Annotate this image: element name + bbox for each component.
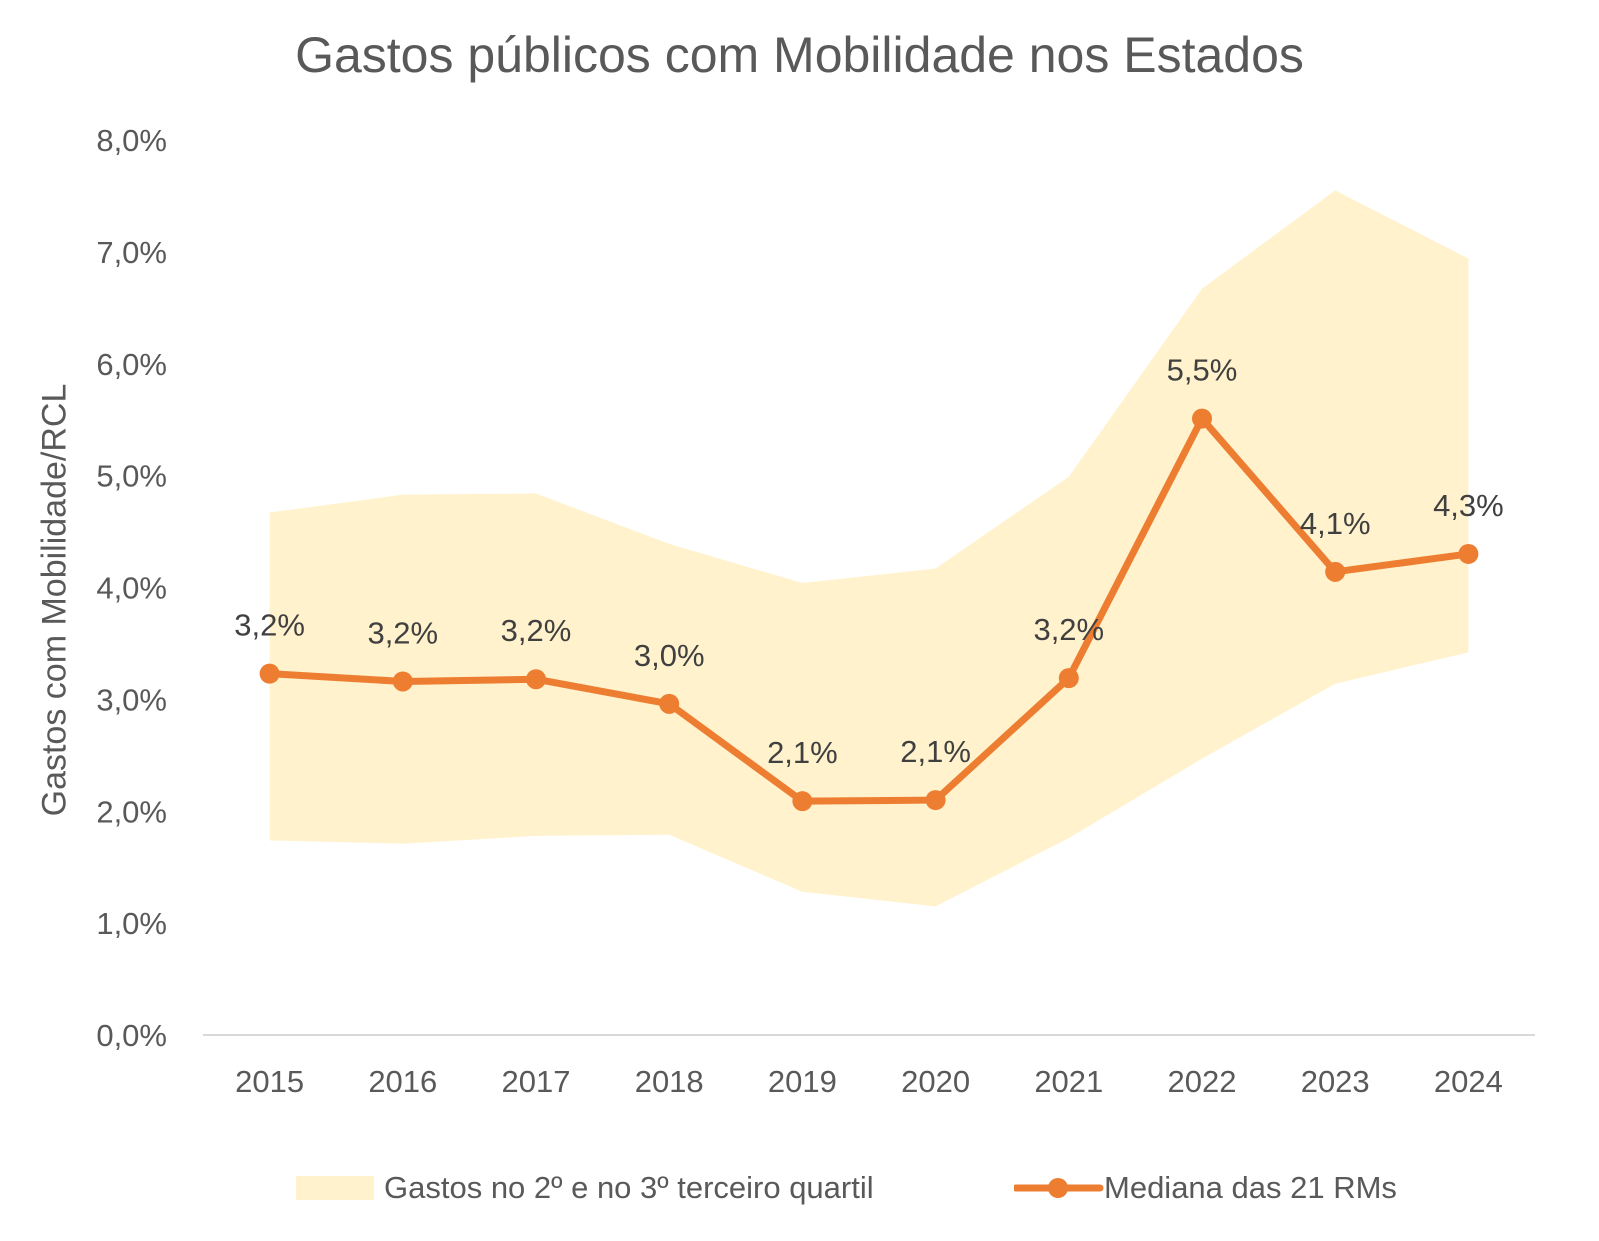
y-tick-label: 7,0% <box>96 235 167 270</box>
median-point <box>659 693 680 714</box>
y-tick-label: 5,0% <box>96 459 167 494</box>
data-label: 3,2% <box>1033 612 1104 647</box>
data-label: 3,2% <box>501 613 572 648</box>
x-tick-label: 2019 <box>768 1064 837 1099</box>
data-label: 4,3% <box>1433 488 1504 523</box>
median-point <box>1458 543 1479 564</box>
x-tick-label: 2024 <box>1434 1064 1503 1099</box>
median-point <box>925 790 946 811</box>
y-tick-label: 2,0% <box>96 794 167 829</box>
data-label: 5,5% <box>1167 353 1238 388</box>
x-tick-label: 2017 <box>502 1064 571 1099</box>
y-tick-label: 1,0% <box>96 906 167 941</box>
y-tick-label: 4,0% <box>96 571 167 606</box>
x-tick-label: 2022 <box>1168 1064 1237 1099</box>
legend-label-band: Gastos no 2º e no 3º terceiro quartil <box>384 1170 874 1205</box>
legend-item-median: Mediana das 21 RMs <box>1014 1168 1397 1208</box>
median-point <box>526 669 546 690</box>
y-tick-label: 8,0% <box>96 123 167 158</box>
x-tick-label: 2018 <box>635 1064 704 1099</box>
median-point <box>259 663 280 684</box>
data-label: 2,1% <box>767 735 838 770</box>
data-label: 4,1% <box>1300 506 1371 541</box>
x-tick-label: 2015 <box>235 1064 304 1099</box>
legend-label-median: Mediana das 21 RMs <box>1104 1170 1397 1205</box>
median-point <box>1058 668 1079 689</box>
legend: Gastos no 2º e no 3º terceiro quartil Me… <box>0 1168 1599 1208</box>
x-tick-label: 2021 <box>1034 1064 1103 1099</box>
x-tick-label: 2016 <box>368 1064 437 1099</box>
x-tick-label: 2020 <box>901 1064 970 1099</box>
median-point <box>392 671 413 692</box>
data-label: 3,2% <box>234 608 305 643</box>
y-tick-label: 3,0% <box>96 682 167 717</box>
quartile-band-area <box>269 190 1469 907</box>
median-point <box>792 791 813 812</box>
median-point <box>1192 408 1212 429</box>
legend-swatch-band <box>296 1176 374 1200</box>
x-tick-label: 2023 <box>1301 1064 1370 1099</box>
y-tick-label: 6,0% <box>96 347 167 382</box>
data-label: 2,1% <box>900 734 971 769</box>
legend-swatch-line <box>1014 1178 1104 1198</box>
median-series-line <box>266 415 1472 805</box>
legend-item-quartile-band: Gastos no 2º e no 3º terceiro quartil <box>296 1168 874 1208</box>
y-tick-label: 0,0% <box>96 1018 167 1053</box>
median-point <box>1325 561 1346 582</box>
chart-title: Gastos públicos com Mobilidade nos Estad… <box>295 27 1304 83</box>
data-label: 3,2% <box>367 615 438 650</box>
data-label: 3,0% <box>634 638 705 673</box>
